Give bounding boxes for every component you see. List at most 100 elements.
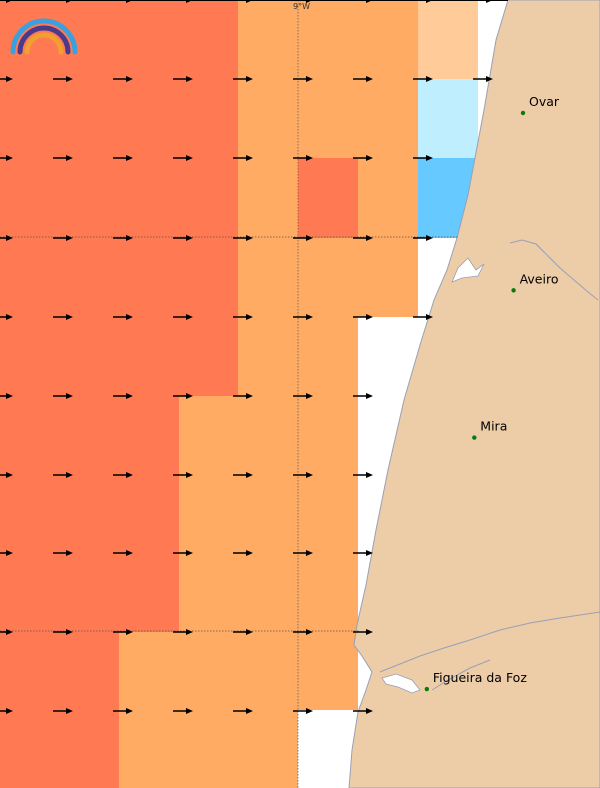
current-arrow <box>53 629 73 635</box>
current-arrow <box>353 472 373 478</box>
current-arrow <box>293 76 313 82</box>
current-arrow <box>0 235 13 241</box>
place-dot <box>520 110 526 116</box>
places-layer: Ovar Aveiro Mira Figueira da Foz <box>424 94 560 692</box>
current-arrow <box>113 0 133 3</box>
current-arrow <box>353 629 373 635</box>
place-marker[interactable]: Ovar <box>520 94 560 116</box>
current-arrow <box>53 0 73 3</box>
current-arrow <box>353 550 373 556</box>
current-arrow <box>473 76 493 82</box>
current-arrow <box>173 393 193 399</box>
current-arrow <box>113 76 133 82</box>
current-arrow <box>413 0 433 3</box>
current-arrow <box>233 76 253 82</box>
sea-cell <box>298 632 358 710</box>
current-arrow <box>113 314 133 320</box>
current-arrow <box>293 314 313 320</box>
current-arrow <box>293 550 313 556</box>
current-arrow <box>113 708 133 714</box>
current-arrow <box>233 472 253 478</box>
sea-cell <box>0 632 119 788</box>
current-arrow <box>413 76 433 82</box>
current-arrow <box>0 629 13 635</box>
current-arrow <box>473 0 493 3</box>
current-arrow <box>293 235 313 241</box>
rainbow-logo-icon <box>10 18 78 55</box>
current-arrow <box>293 629 313 635</box>
current-arrow <box>293 0 313 3</box>
river-line <box>431 659 491 691</box>
current-arrow <box>113 393 133 399</box>
sea-cell <box>238 0 418 158</box>
sea-cell <box>238 158 298 238</box>
current-arrow <box>0 708 13 714</box>
sea-cell <box>418 79 478 158</box>
current-arrow <box>53 472 73 478</box>
current-arrow <box>0 314 13 320</box>
current-arrow <box>53 155 73 161</box>
current-arrow <box>413 235 433 241</box>
current-arrow <box>173 76 193 82</box>
place-dot <box>424 686 430 692</box>
current-arrow <box>0 0 13 3</box>
current-arrow <box>53 76 73 82</box>
current-arrow <box>233 708 253 714</box>
sea-cell <box>0 0 238 396</box>
place-label: Aveiro <box>520 271 559 286</box>
place-label: Ovar <box>529 94 560 109</box>
current-arrow <box>233 235 253 241</box>
graticule-label: 9°W <box>293 2 310 11</box>
land-mass <box>348 0 600 788</box>
sea-cell <box>418 0 478 79</box>
current-arrow <box>353 0 373 3</box>
current-arrow <box>353 393 373 399</box>
place-marker[interactable]: Mira <box>472 419 507 440</box>
current-arrows-layer <box>0 0 493 714</box>
current-arrow <box>53 708 73 714</box>
current-arrow <box>173 629 193 635</box>
current-arrow <box>53 550 73 556</box>
current-arrow <box>173 708 193 714</box>
current-arrow <box>113 629 133 635</box>
current-arrow <box>173 550 193 556</box>
current-arrow <box>233 393 253 399</box>
current-arrow <box>293 393 313 399</box>
current-arrow <box>353 708 373 714</box>
land-layer <box>348 0 600 788</box>
current-arrow <box>53 235 73 241</box>
place-marker[interactable]: Figueira da Foz <box>424 670 528 692</box>
sea-cell <box>119 632 298 788</box>
current-arrow <box>353 235 373 241</box>
current-arrow <box>173 155 193 161</box>
place-dot <box>472 435 477 440</box>
current-arrow <box>233 0 253 3</box>
current-arrow <box>353 155 373 161</box>
current-arrow <box>0 155 13 161</box>
current-arrow <box>0 393 13 399</box>
aveiro-lagoon <box>451 257 485 283</box>
current-arrow <box>113 155 133 161</box>
sea-cell <box>298 158 358 238</box>
sea-cell <box>238 238 418 317</box>
current-arrow <box>233 550 253 556</box>
sea-cell <box>179 396 358 632</box>
current-arrow <box>233 155 253 161</box>
current-arrow <box>293 472 313 478</box>
current-arrow <box>53 393 73 399</box>
river-line <box>379 611 600 673</box>
current-arrow <box>173 472 193 478</box>
current-arrow <box>233 629 253 635</box>
current-arrow <box>233 314 253 320</box>
current-arrow <box>53 314 73 320</box>
current-arrow <box>173 0 193 3</box>
mondego-estuary <box>381 673 421 694</box>
place-marker[interactable]: Aveiro <box>511 271 559 293</box>
sea-cell <box>0 396 179 632</box>
current-arrow <box>0 472 13 478</box>
place-label: Mira <box>480 419 507 434</box>
river-line <box>509 239 599 301</box>
current-arrow <box>113 550 133 556</box>
